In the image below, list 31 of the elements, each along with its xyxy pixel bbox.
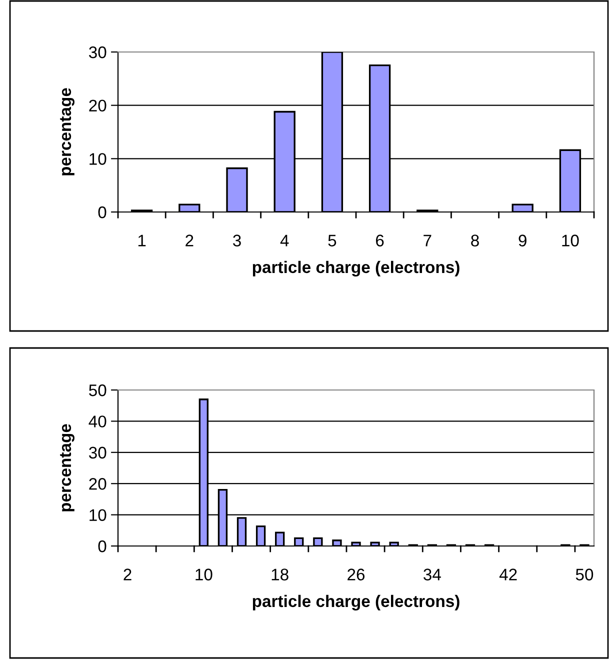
y-tick-label: 30 <box>88 446 106 459</box>
x-axis-title: particle charge (electrons) <box>252 260 460 276</box>
x-tick-label: 2 <box>124 568 132 580</box>
x-tick-label: 10 <box>562 234 579 246</box>
y-tick-label: 0 <box>98 540 106 552</box>
x-tick-label: 8 <box>471 234 479 246</box>
y-tick-label: 30 <box>88 46 106 58</box>
y-tick-label: 40 <box>88 416 106 428</box>
x-tick-label: 4 <box>280 234 289 246</box>
x-tick-label: 50 <box>576 568 594 580</box>
x-tick-label: 3 <box>233 234 241 246</box>
x-tick-label: 9 <box>518 234 526 246</box>
y-axis-title: percentage <box>60 424 74 512</box>
x-tick-label: 6 <box>376 234 384 246</box>
y-axis-title: percentage <box>60 88 74 176</box>
x-axis-title: particle charge (electrons) <box>252 594 460 610</box>
x-tick-label: 5 <box>328 234 336 246</box>
x-tick-label: 26 <box>348 568 365 580</box>
y-tick-label: 10 <box>90 509 106 522</box>
y-tick-label: 10 <box>90 153 106 165</box>
x-tick-label: 34 <box>424 568 441 580</box>
y-tick-label: 50 <box>89 384 106 396</box>
x-tick-label: 7 <box>424 234 432 246</box>
x-tick-label: 2 <box>186 234 194 246</box>
y-tick-label: 20 <box>89 100 106 112</box>
x-tick-label: 10 <box>196 568 212 580</box>
y-tick-label: 0 <box>98 206 106 218</box>
y-tick-label: 20 <box>89 478 106 490</box>
x-tick-label: 1 <box>138 234 146 246</box>
x-tick-label: 18 <box>272 568 288 580</box>
x-tick-label: 42 <box>499 568 517 580</box>
